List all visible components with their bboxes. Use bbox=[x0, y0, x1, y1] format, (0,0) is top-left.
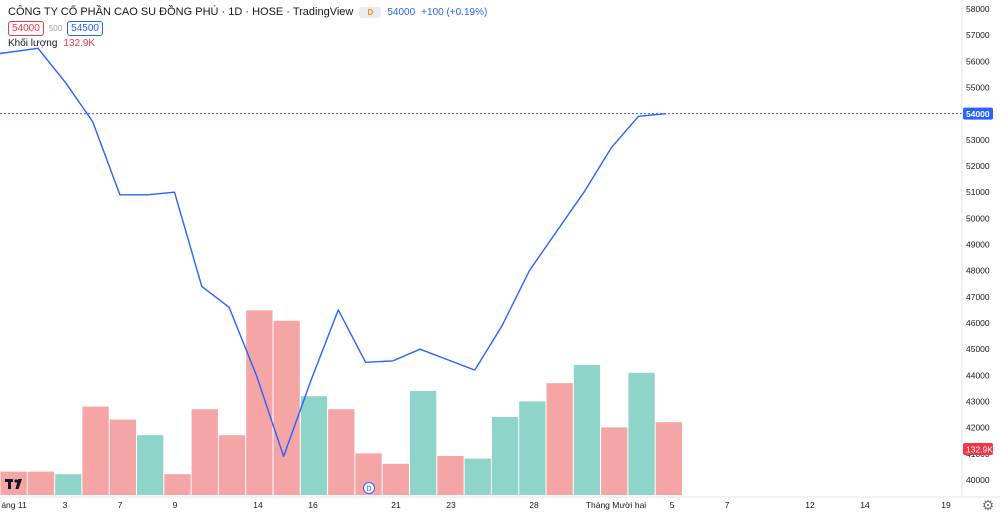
buy-price-box[interactable]: 54500 bbox=[67, 20, 103, 36]
time-tick-label: 5 bbox=[670, 500, 675, 510]
time-tick-label: 28 bbox=[529, 500, 539, 510]
volume-bar bbox=[573, 365, 601, 495]
volume-bar bbox=[410, 391, 437, 495]
volume-bar bbox=[437, 456, 464, 495]
volume-bar bbox=[82, 406, 109, 495]
chart-legend-header: CÔNG TY CỔ PHẦN CAO SU ĐỒNG PHÚ · 1D · H… bbox=[8, 4, 487, 20]
price-tick-label: 48000 bbox=[966, 266, 990, 276]
price-tick-label: 50000 bbox=[966, 213, 990, 223]
price-tick-label: 57000 bbox=[966, 30, 990, 40]
time-axis[interactable]: áng 11 3 7 9 14 16 21 23 28 Tháng Mười hai 5 7 12 14 1… bbox=[0, 496, 1000, 510]
volume-bar bbox=[137, 435, 164, 495]
time-tick-label: 14 bbox=[253, 500, 263, 510]
volume-bar bbox=[655, 422, 682, 495]
volume-legend: Khối lượng 132.9K bbox=[8, 38, 95, 49]
axis-value-labels: 54000 132.9K bbox=[963, 107, 993, 455]
time-tick-label: 14 bbox=[860, 500, 870, 510]
last-price-value: 54000 bbox=[387, 6, 416, 18]
quote-boxes: 54000 500 54500 bbox=[8, 20, 103, 36]
tradingview-logo-shape bbox=[5, 479, 22, 489]
price-tick-label: 56000 bbox=[966, 56, 990, 66]
time-tick-label: 19 bbox=[941, 500, 951, 510]
time-tick-label: 9 bbox=[173, 500, 178, 510]
price-tick-label: 43000 bbox=[966, 397, 990, 407]
price-tick-label: 47000 bbox=[966, 292, 990, 302]
volume-bar bbox=[164, 474, 191, 495]
price-tick-label: 49000 bbox=[966, 240, 990, 250]
price-tick-label: 52000 bbox=[966, 161, 990, 171]
price-tick-label: 55000 bbox=[966, 83, 990, 93]
time-tick-label: áng 11 bbox=[1, 500, 27, 510]
time-tick-label: 21 bbox=[391, 500, 401, 510]
dividend-marker-label: D bbox=[366, 484, 372, 493]
volume-bar bbox=[628, 372, 655, 495]
volume-bar bbox=[273, 320, 300, 495]
dividend-marker-icon[interactable]: D bbox=[363, 482, 375, 494]
price-tick-label: 40000 bbox=[966, 475, 990, 485]
volume-bar bbox=[546, 383, 573, 495]
price-tick-label: 45000 bbox=[966, 344, 990, 354]
volume-bar bbox=[519, 401, 546, 495]
volume-tag-text: 132.9K bbox=[966, 445, 993, 455]
volume-bars bbox=[0, 310, 682, 495]
last-price-tag bbox=[963, 107, 993, 120]
price-tick-label: 42000 bbox=[966, 423, 990, 433]
gear-icon[interactable]: ⚙ bbox=[981, 497, 995, 513]
price-tick-label: 58000 bbox=[966, 4, 990, 14]
price-tick-label: 46000 bbox=[966, 318, 990, 328]
time-tick-label: 7 bbox=[118, 500, 123, 510]
last-price-tag-text: 54000 bbox=[966, 109, 990, 119]
price-change-value: +100 (+0.19%) bbox=[421, 6, 488, 18]
volume-bar bbox=[300, 396, 328, 495]
market-status-badge[interactable]: D bbox=[359, 6, 382, 18]
volume-bar bbox=[491, 417, 519, 495]
volume-bar bbox=[601, 427, 628, 495]
volume-bar bbox=[218, 435, 246, 495]
volume-bar bbox=[109, 419, 136, 495]
time-tick-label: 3 bbox=[63, 500, 68, 510]
price-axis[interactable]: 58000 57000 56000 55000 54000 53000 52000 51000… bbox=[961, 0, 990, 497]
symbol-title[interactable]: CÔNG TY CỔ PHẦN CAO SU ĐỒNG PHÚ · 1D · H… bbox=[8, 6, 354, 18]
price-tick-label: 51000 bbox=[966, 187, 990, 197]
volume-bar bbox=[246, 310, 273, 495]
time-tick-label: 7 bbox=[725, 500, 730, 510]
volume-bar bbox=[55, 474, 82, 495]
volume-bar bbox=[0, 471, 27, 495]
volume-bar bbox=[382, 463, 409, 495]
volume-bar bbox=[191, 409, 218, 495]
tradingview-logo-icon[interactable] bbox=[4, 476, 26, 492]
spread-value: 500 bbox=[48, 23, 63, 33]
time-tick-label: Tháng Mười hai bbox=[586, 500, 647, 510]
volume-bar bbox=[464, 458, 491, 495]
volume-bar bbox=[27, 471, 55, 495]
volume-label[interactable]: Khối lượng bbox=[8, 38, 58, 49]
price-tick-label: 53000 bbox=[966, 135, 990, 145]
volume-bar bbox=[328, 409, 355, 495]
time-tick-label: 23 bbox=[446, 500, 456, 510]
time-tick-label: 16 bbox=[308, 500, 318, 510]
time-tick-label: 12 bbox=[805, 500, 815, 510]
price-tick-label: 44000 bbox=[966, 370, 990, 380]
volume-tag bbox=[963, 443, 993, 455]
dividend-marker-circle bbox=[363, 482, 375, 494]
price-series-line bbox=[0, 47, 666, 458]
sell-price-box[interactable]: 54000 bbox=[8, 20, 44, 36]
volume-value: 132.9K bbox=[63, 38, 96, 49]
